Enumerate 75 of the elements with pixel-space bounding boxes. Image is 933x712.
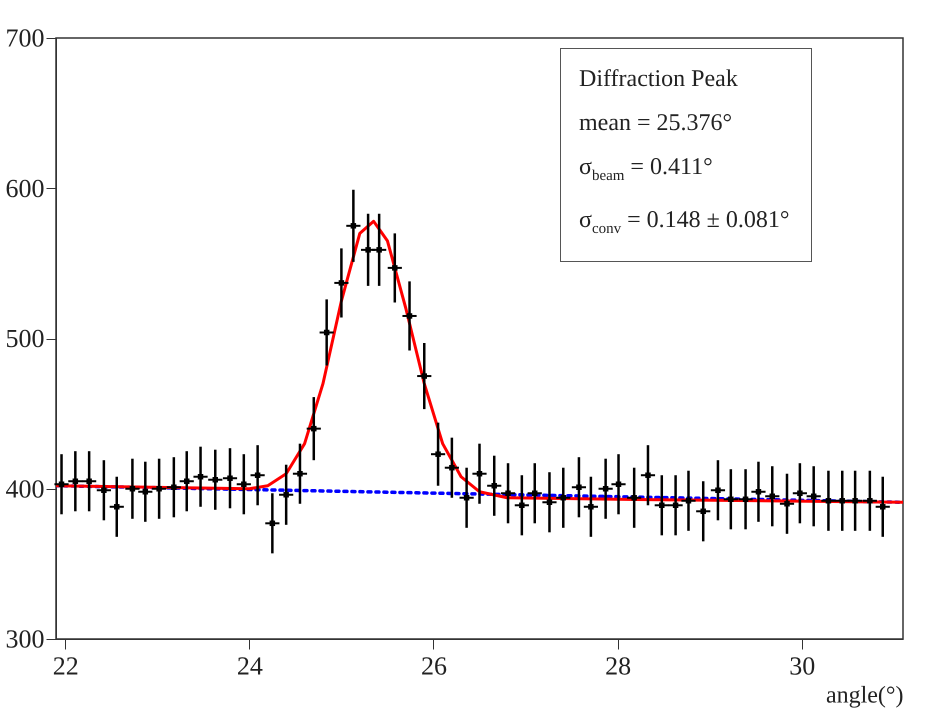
y-tick-label: 300 [6, 624, 44, 654]
point [659, 502, 665, 508]
point [491, 483, 497, 488]
point [810, 494, 816, 499]
point [184, 478, 190, 484]
point [324, 330, 330, 336]
point [756, 489, 762, 494]
point [867, 498, 873, 504]
point [283, 492, 289, 498]
point [58, 482, 64, 487]
x-tick-label: 28 [605, 652, 632, 680]
x-axis-title: angle(°) [826, 682, 904, 708]
point [338, 280, 344, 286]
point [715, 488, 721, 493]
point [72, 478, 78, 484]
point [406, 313, 412, 319]
point [700, 508, 706, 514]
point [297, 470, 303, 476]
x-tick-label: 24 [236, 652, 263, 680]
annotation: mean = 25.376° [579, 109, 734, 138]
point [156, 486, 162, 492]
point [130, 486, 136, 492]
point [880, 504, 886, 510]
point [576, 484, 582, 490]
point [376, 247, 382, 253]
point [686, 498, 692, 504]
x-tick-label: 22 [52, 652, 79, 680]
point [241, 482, 247, 487]
y-tick-label: 500 [6, 324, 44, 353]
point [101, 488, 107, 493]
point [742, 496, 748, 502]
point [86, 478, 92, 484]
point [142, 489, 148, 494]
point [616, 482, 622, 487]
point [560, 495, 566, 501]
point [770, 494, 776, 499]
y-tick-label: 400 [6, 474, 44, 504]
point [505, 490, 511, 496]
point [476, 470, 482, 476]
annotation: σ$_{beam}$ = 0.411° [579, 153, 714, 186]
point [826, 498, 832, 504]
annotation: Diffraction Peak [579, 65, 739, 94]
point [365, 247, 371, 253]
point [840, 498, 845, 504]
point [171, 484, 177, 490]
point [784, 501, 790, 507]
point [449, 464, 455, 470]
point [797, 490, 803, 496]
point [212, 476, 218, 482]
point [227, 475, 233, 481]
point [852, 498, 858, 504]
x-tick-label: 30 [789, 652, 816, 680]
point [645, 472, 651, 478]
point [311, 426, 317, 432]
point [519, 502, 525, 508]
point [672, 502, 678, 508]
point [254, 472, 260, 478]
point [114, 504, 120, 510]
point [588, 504, 594, 510]
point [546, 500, 552, 506]
x-tick-label: 26 [420, 652, 447, 680]
point [532, 490, 538, 496]
y-tick-label: 600 [6, 174, 44, 203]
annotation: σ$_{conv}$ = 0.148 ± 0.081° [579, 206, 790, 239]
point [392, 265, 398, 271]
point [464, 495, 470, 501]
point [602, 486, 608, 492]
point [350, 223, 356, 229]
point [198, 474, 204, 480]
point [631, 495, 637, 501]
point [422, 373, 427, 379]
point [435, 451, 441, 457]
point [728, 496, 734, 502]
point [270, 520, 276, 526]
y-tick-label: 700 [6, 24, 44, 52]
